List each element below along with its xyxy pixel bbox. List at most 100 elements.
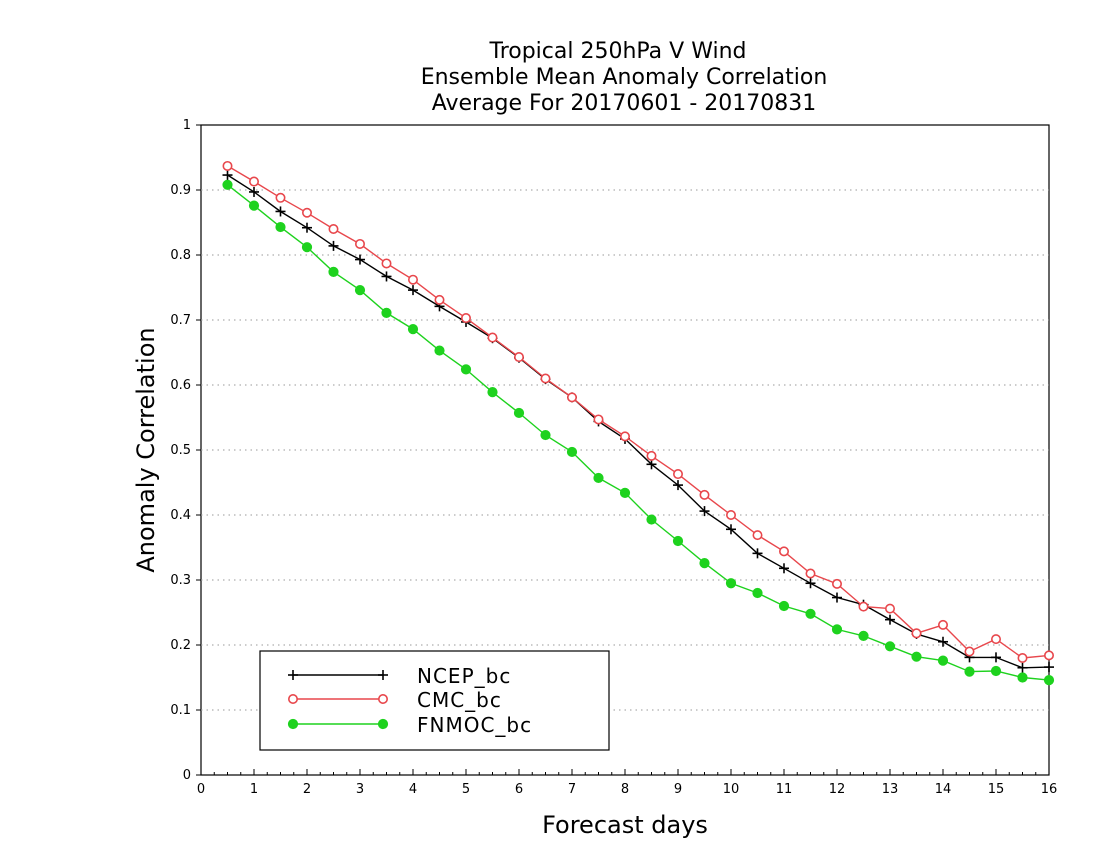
data-point-ncep-bc xyxy=(249,186,259,197)
y-tick-label: 0.6 xyxy=(170,378,191,393)
data-point-fnmoc-bc xyxy=(407,324,419,335)
data-point-ncep-bc xyxy=(673,480,683,491)
data-point-fnmoc-bc xyxy=(619,487,631,498)
data-point-fnmoc-bc xyxy=(990,665,1002,677)
data-point-cmc-bc xyxy=(513,352,524,363)
legend-marker-fnmoc-bc xyxy=(377,718,389,730)
data-point-fnmoc-bc xyxy=(964,666,975,677)
legend-box xyxy=(259,650,610,751)
y-tick-label: 0.4 xyxy=(170,508,191,523)
data-point-cmc-bc xyxy=(222,160,233,171)
data-point-cmc-bc xyxy=(778,546,789,557)
data-point-cmc-bc xyxy=(460,313,471,324)
data-point-ncep-bc xyxy=(752,548,763,559)
data-point-cmc-bc xyxy=(990,634,1001,645)
data-point-ncep-bc xyxy=(275,206,286,217)
grid-lines xyxy=(201,189,1049,711)
legend-items xyxy=(287,670,389,730)
y-axis-ticks: 0 0.1 0.2 0.3 0.4 0.5 0.6 0.7 0.8 0.9 1 xyxy=(170,118,201,783)
data-point-ncep-bc xyxy=(726,524,736,535)
data-point-cmc-bc xyxy=(805,568,816,579)
series-line-cmc-bc xyxy=(227,165,1050,659)
x-tick-label: 6 xyxy=(515,782,523,797)
data-point-ncep-bc xyxy=(832,592,842,603)
data-point-ncep-bc xyxy=(302,222,312,233)
y-tick-label: 0.2 xyxy=(170,638,191,653)
data-point-cmc-bc xyxy=(646,450,657,461)
data-point-cmc-bc xyxy=(699,489,710,500)
x-axis-label: Forecast days xyxy=(542,811,708,839)
data-point-fnmoc-bc xyxy=(699,558,710,569)
data-point-fnmoc-bc xyxy=(434,345,445,356)
data-point-fnmoc-bc xyxy=(354,285,366,296)
title-line-3: Average For 20170601 - 20170831 xyxy=(432,91,817,116)
x-tick-label: 15 xyxy=(988,782,1005,797)
legend-label-fnmoc: FNMOC_bc xyxy=(417,713,532,737)
data-point-cmc-bc xyxy=(301,207,312,218)
data-point-cmc-bc xyxy=(831,578,842,589)
legend-marker-cmc-bc xyxy=(377,693,388,704)
data-point-fnmoc-bc xyxy=(460,364,472,375)
legend-label-ncep: NCEP_bc xyxy=(417,664,511,688)
data-point-cmc-bc xyxy=(937,619,948,630)
x-tick-label: 2 xyxy=(303,782,311,797)
data-point-fnmoc-bc xyxy=(328,266,339,277)
data-point-cmc-bc xyxy=(884,603,895,614)
data-point-ncep-bc xyxy=(1044,662,1054,673)
data-point-cmc-bc xyxy=(540,373,551,384)
data-point-cmc-bc xyxy=(858,601,869,612)
data-point-fnmoc-bc xyxy=(831,624,843,635)
data-point-ncep-bc xyxy=(938,636,948,647)
data-point-ncep-bc xyxy=(646,459,657,470)
legend-sample-cmc-bc xyxy=(287,693,388,704)
series-line-ncep-bc xyxy=(227,174,1050,669)
y-tick-label: 0.7 xyxy=(170,313,191,328)
data-point-fnmoc-bc xyxy=(248,200,260,211)
data-point-ncep-bc xyxy=(805,578,816,589)
data-point-cmc-bc xyxy=(328,224,339,235)
legend-marker-ncep-bc xyxy=(288,670,298,680)
data-point-cmc-bc xyxy=(672,469,683,480)
data-point-fnmoc-bc xyxy=(725,578,737,589)
data-point-cmc-bc xyxy=(619,431,630,442)
title-line-1: Tropical 250hPa V Wind xyxy=(488,39,746,64)
data-point-fnmoc-bc xyxy=(778,600,790,612)
legend-marker-ncep-bc xyxy=(378,670,388,680)
data-point-cmc-bc xyxy=(964,646,975,657)
data-point-ncep-bc xyxy=(991,652,1001,663)
data-point-fnmoc-bc xyxy=(487,387,498,398)
data-point-fnmoc-bc xyxy=(1043,675,1055,686)
legend-sample-fnmoc-bc xyxy=(287,718,389,730)
data-point-ncep-bc xyxy=(381,271,392,282)
title-line-2: Ensemble Mean Anomaly Correlation xyxy=(421,65,828,90)
data-point-cmc-bc xyxy=(434,294,445,305)
legend-label-cmc: CMC_bc xyxy=(417,688,502,712)
series-fnmoc-bc xyxy=(222,179,1055,686)
x-tick-label: 9 xyxy=(674,782,682,797)
data-point-ncep-bc xyxy=(408,285,418,296)
data-point-ncep-bc xyxy=(885,614,895,625)
legend: NCEP_bc CMC_bc FNMOC_bc xyxy=(259,650,610,751)
y-tick-label: 0 xyxy=(183,768,191,783)
data-point-cmc-bc xyxy=(593,414,604,425)
x-tick-label: 13 xyxy=(882,782,899,797)
data-point-fnmoc-bc xyxy=(1017,672,1028,683)
series-ncep-bc xyxy=(222,170,1054,673)
data-point-fnmoc-bc xyxy=(540,429,551,441)
data-point-fnmoc-bc xyxy=(513,407,525,419)
data-point-cmc-bc xyxy=(249,176,260,187)
data-point-ncep-bc xyxy=(779,563,789,574)
data-point-cmc-bc xyxy=(487,332,498,343)
data-point-cmc-bc xyxy=(354,238,365,249)
x-tick-label: 1 xyxy=(250,782,258,797)
data-point-cmc-bc xyxy=(1017,652,1028,663)
x-tick-label: 5 xyxy=(462,782,470,797)
data-point-fnmoc-bc xyxy=(222,179,233,190)
data-point-fnmoc-bc xyxy=(805,608,816,619)
data-point-fnmoc-bc xyxy=(301,242,313,253)
y-axis-label: Anomaly Correlation xyxy=(132,327,160,572)
x-axis-ticks: 0 1 2 3 4 5 6 7 8 9 10 11 12 13 14 15 16 xyxy=(197,769,1057,797)
data-point-cmc-bc xyxy=(275,192,286,203)
data-point-ncep-bc xyxy=(328,240,339,251)
x-tick-label: 8 xyxy=(621,782,629,797)
